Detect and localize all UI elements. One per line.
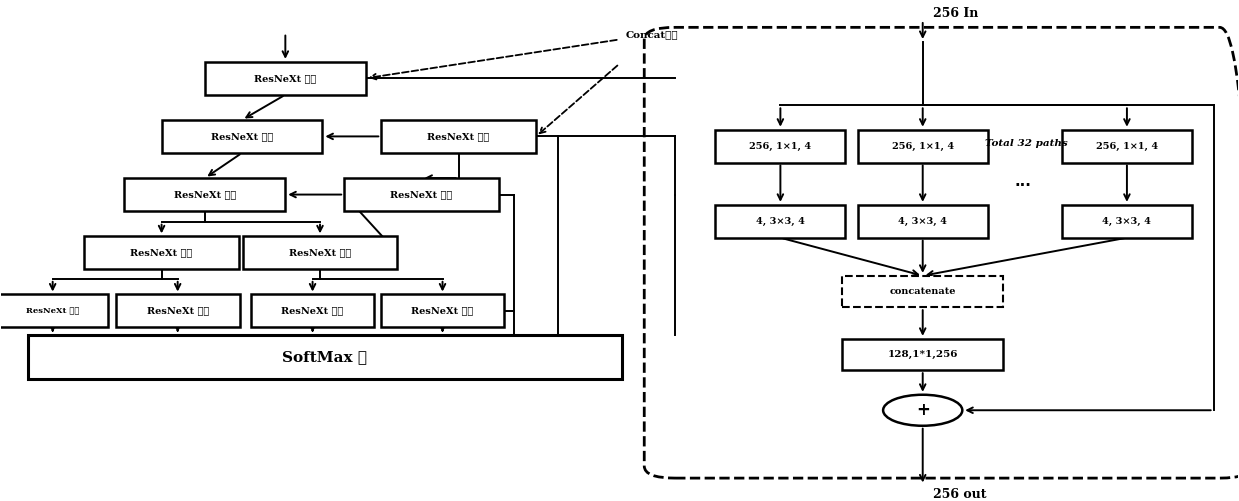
FancyBboxPatch shape — [0, 295, 108, 327]
Text: 256 out: 256 out — [933, 488, 986, 501]
Text: 4, 3×3, 4: 4, 3×3, 4 — [756, 217, 805, 226]
Text: 256 In: 256 In — [933, 7, 978, 20]
Text: 256, 1×1, 4: 256, 1×1, 4 — [892, 142, 954, 151]
FancyBboxPatch shape — [382, 120, 536, 153]
FancyBboxPatch shape — [115, 295, 239, 327]
FancyBboxPatch shape — [843, 276, 1004, 307]
FancyBboxPatch shape — [857, 205, 987, 237]
FancyBboxPatch shape — [715, 130, 845, 163]
Text: ResNeXt 单元: ResNeXt 单元 — [411, 307, 473, 316]
FancyBboxPatch shape — [243, 236, 398, 269]
FancyBboxPatch shape — [344, 178, 499, 211]
FancyBboxPatch shape — [28, 335, 622, 379]
Text: ...: ... — [1015, 174, 1031, 189]
Text: 4, 3×3, 4: 4, 3×3, 4 — [1103, 217, 1151, 226]
Text: Total 32 paths: Total 32 paths — [985, 139, 1067, 148]
FancyBboxPatch shape — [1062, 130, 1192, 163]
Text: ResNeXt 单元: ResNeXt 单元 — [173, 190, 235, 199]
FancyBboxPatch shape — [161, 120, 322, 153]
Text: ResNeXt 单元: ResNeXt 单元 — [254, 74, 316, 83]
Text: ResNeXt 单元: ResNeXt 单元 — [281, 307, 343, 316]
Text: ResNeXt 单元: ResNeXt 单元 — [130, 248, 193, 257]
Text: SoftMax 层: SoftMax 层 — [282, 350, 368, 364]
Text: 128,1*1,256: 128,1*1,256 — [887, 350, 958, 359]
FancyBboxPatch shape — [857, 130, 987, 163]
Text: 256, 1×1, 4: 256, 1×1, 4 — [750, 142, 812, 151]
FancyBboxPatch shape — [843, 339, 1004, 370]
FancyBboxPatch shape — [204, 62, 366, 95]
FancyBboxPatch shape — [380, 295, 504, 327]
FancyBboxPatch shape — [715, 205, 845, 237]
Text: ResNeXt 单元: ResNeXt 单元 — [289, 248, 351, 257]
Text: concatenate: concatenate — [890, 287, 957, 296]
Text: ResNeXt 单元: ResNeXt 单元 — [390, 190, 452, 199]
Text: +: + — [916, 401, 929, 419]
FancyBboxPatch shape — [124, 178, 285, 211]
Text: Concat连接: Concat连接 — [626, 30, 678, 39]
Text: ResNeXt 单元: ResNeXt 单元 — [211, 132, 273, 141]
Text: ResNeXt 单元: ResNeXt 单元 — [26, 307, 79, 315]
Text: ResNeXt 单元: ResNeXt 单元 — [146, 307, 209, 316]
FancyBboxPatch shape — [1062, 205, 1192, 237]
Text: 4, 3×3, 4: 4, 3×3, 4 — [898, 217, 947, 226]
FancyBboxPatch shape — [250, 295, 374, 327]
FancyBboxPatch shape — [84, 236, 239, 269]
Text: ResNeXt 单元: ResNeXt 单元 — [427, 132, 489, 141]
Text: 256, 1×1, 4: 256, 1×1, 4 — [1095, 142, 1158, 151]
